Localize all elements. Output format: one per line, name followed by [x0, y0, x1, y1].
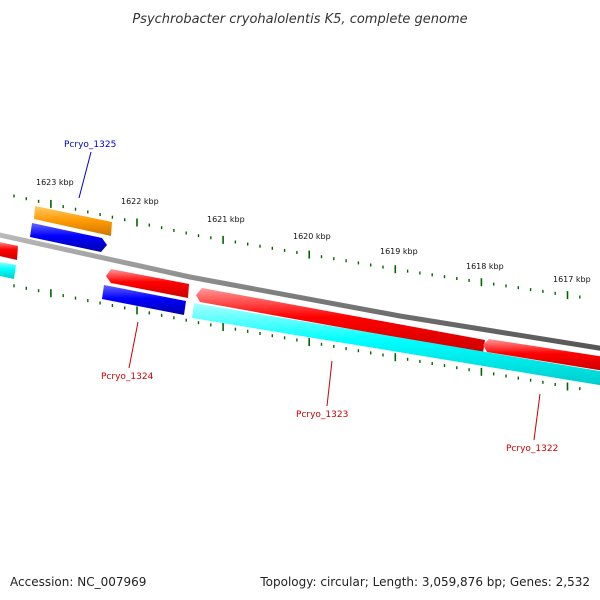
ruler-ticks-inner	[13, 284, 581, 391]
ruler-label-1620: 1620 kbp	[293, 232, 331, 241]
cds-cyan-pcryo-1323-1322[interactable]	[192, 303, 600, 386]
genome-backbone	[0, 232, 600, 351]
ruler-label-1623: 1623 kbp	[36, 178, 74, 187]
gene-arrow-pcryo-1323[interactable]	[196, 288, 485, 353]
gene-arrow-pcryo-1324[interactable]	[106, 269, 189, 298]
pointer-line-pcryo-1322	[533, 393, 541, 441]
pointer-line-pcryo-1323	[326, 360, 333, 407]
gene-label-pcryo-1324[interactable]: Pcryo_1324	[101, 372, 154, 382]
pointer-line-pcryo-1325	[78, 151, 92, 199]
ruler-label-1617: 1617 kbp	[553, 275, 591, 284]
gene-label-pcryo-1322[interactable]: Pcryo_1322	[506, 444, 558, 454]
genome-summary-text: Topology: circular; Length: 3,059,876 bp…	[259, 575, 590, 589]
cds-blue-pcryo-1325[interactable]	[30, 223, 107, 252]
pointer-line-pcryo-1324	[128, 321, 139, 369]
ruler-label-1622: 1622 kbp	[121, 197, 159, 206]
ruler-label-1618: 1618 kbp	[466, 262, 504, 271]
ruler-label-1619: 1619 kbp	[380, 247, 418, 256]
gene-label-pcryo-1323[interactable]: Pcryo_1323	[296, 410, 348, 420]
ruler-ticks-outer	[13, 194, 581, 300]
cds-orange-pcryo-1325[interactable]	[34, 206, 112, 236]
ruler-label-1621: 1621 kbp	[207, 215, 245, 224]
cds-blue-pcryo-1324[interactable]	[102, 285, 186, 315]
gene-arrow-pcryo-1322[interactable]	[483, 339, 600, 371]
cds-cyan-left-edge[interactable]	[0, 261, 16, 279]
gene-arrow-left-edge[interactable]	[0, 241, 18, 260]
accession-text: Accession: NC_007969	[10, 575, 146, 589]
gene-label-pcryo-1325[interactable]: Pcryo_1325	[64, 140, 116, 150]
map-title: Psychrobacter cryohalolentis K5, complet…	[132, 12, 467, 27]
ruler-labels: 1623 kbp 1622 kbp 1621 kbp 1620 kbp 1619…	[36, 178, 591, 284]
